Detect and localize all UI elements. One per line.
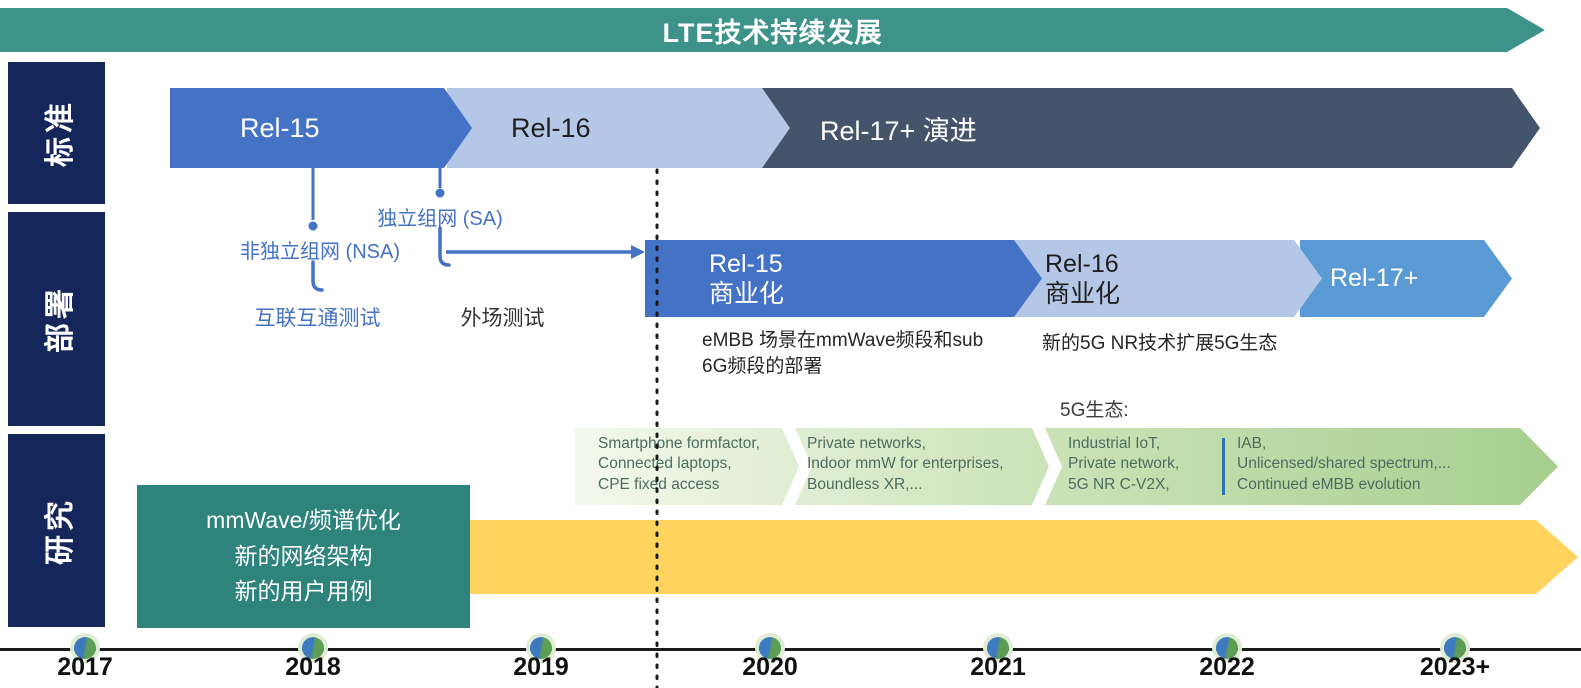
year-marker-2017 [74, 637, 96, 659]
research-label-text: 研究 [43, 496, 77, 565]
nsa-label: 非独立组网 (NSA) [240, 241, 400, 263]
sa-elbow-connector [438, 226, 451, 267]
research-focus-text: mmWave/频谱优化 新的网络架构 新的用户用例 [206, 507, 401, 605]
row-label-standards: 标准 [8, 62, 105, 204]
sa-to-commercial-arrowhead [631, 245, 645, 259]
segment-line-separator [1222, 438, 1225, 495]
year-label-2021: 2021 [970, 653, 1026, 681]
year-label-2020: 2020 [742, 653, 798, 681]
year-label-2019: 2019 [513, 653, 569, 681]
year-marker-2023 [1444, 637, 1466, 659]
ecosystem-label: 5G生态: [1060, 400, 1129, 421]
research-arrow [460, 520, 1578, 594]
standards-rel15-label: Rel-15 [240, 112, 320, 143]
ecosystem-segment-2: Private networks, Indoor mmW for enterpr… [807, 435, 1004, 493]
year-marker-2019 [530, 637, 552, 659]
segment-chevron-separator [1032, 428, 1062, 505]
ecosystem-segment-1: Smartphone formfactor, Connected laptops… [598, 435, 760, 493]
research-focus-box: mmWave/频谱优化 新的网络架构 新的用户用例 [137, 485, 470, 628]
ecosystem-segment-3: Industrial IoT, Private network, 5G NR C… [1068, 435, 1180, 493]
sa-label: 独立组网 (SA) [377, 208, 503, 230]
standards-label-text: 标准 [43, 99, 77, 167]
deployment-label-text: 部署 [43, 285, 77, 353]
row-label-research: 研究 [8, 434, 105, 627]
standards-rel17-label: Rel-17+ 演进 [820, 115, 977, 146]
year-marker-2018 [302, 637, 324, 659]
timeline-axis [0, 648, 1581, 651]
deployment-rel15-label: Rel-15 商业化 [709, 249, 785, 308]
year-label-2022: 2022 [1199, 653, 1255, 681]
field-test-label: 外场测试 [460, 307, 545, 330]
deployment-rel16-label: Rel-16 商业化 [1045, 249, 1121, 308]
sa-connector-dot [435, 188, 445, 198]
year-label-2023: 2023+ [1419, 653, 1491, 681]
standards-rel15-arrow: Rel-15 [170, 88, 472, 168]
nsa-connector-dot [308, 221, 318, 231]
lte-banner-arrow: LTE技术持续发展 [0, 8, 1545, 52]
rel16-commercial-note: 新的5G NR技术扩展5G生态 [1042, 333, 1278, 354]
row-label-deployment: 部署 [8, 212, 105, 426]
deployment-rel17-label: Rel-17+ [1330, 264, 1419, 292]
ecosystem-segment-4: IAB, Unlicensed/shared spectrum,... Cont… [1237, 435, 1451, 493]
year-label-2017: 2017 [57, 653, 113, 681]
standards-rel16-label: Rel-16 [511, 112, 591, 143]
rel15-commercial-note: eMBB 场景在mmWave频段和sub 6G频段的部署 [702, 330, 984, 377]
deployment-rel16-arrow: Rel-16 商业化 [1014, 240, 1322, 317]
ecosystem-arrow [575, 428, 1558, 505]
deployment-rel15-arrow: Rel-15 商业化 [645, 240, 1042, 317]
year-marker-2021 [987, 637, 1009, 659]
year-marker-2022 [1216, 637, 1238, 659]
deployment-rel17-arrow: Rel-17+ [1300, 240, 1512, 317]
standards-rel16-arrow: Rel-16 [447, 88, 790, 168]
banner-title: LTE技术持续发展 [662, 17, 883, 48]
year-marker-2020 [759, 637, 781, 659]
year-label-2018: 2018 [285, 653, 341, 681]
standards-rel17-arrow: Rel-17+ 演进 [760, 88, 1540, 168]
nsa-elbow-connector [311, 260, 324, 292]
interop-test-label: 互联互通测试 [254, 307, 381, 330]
